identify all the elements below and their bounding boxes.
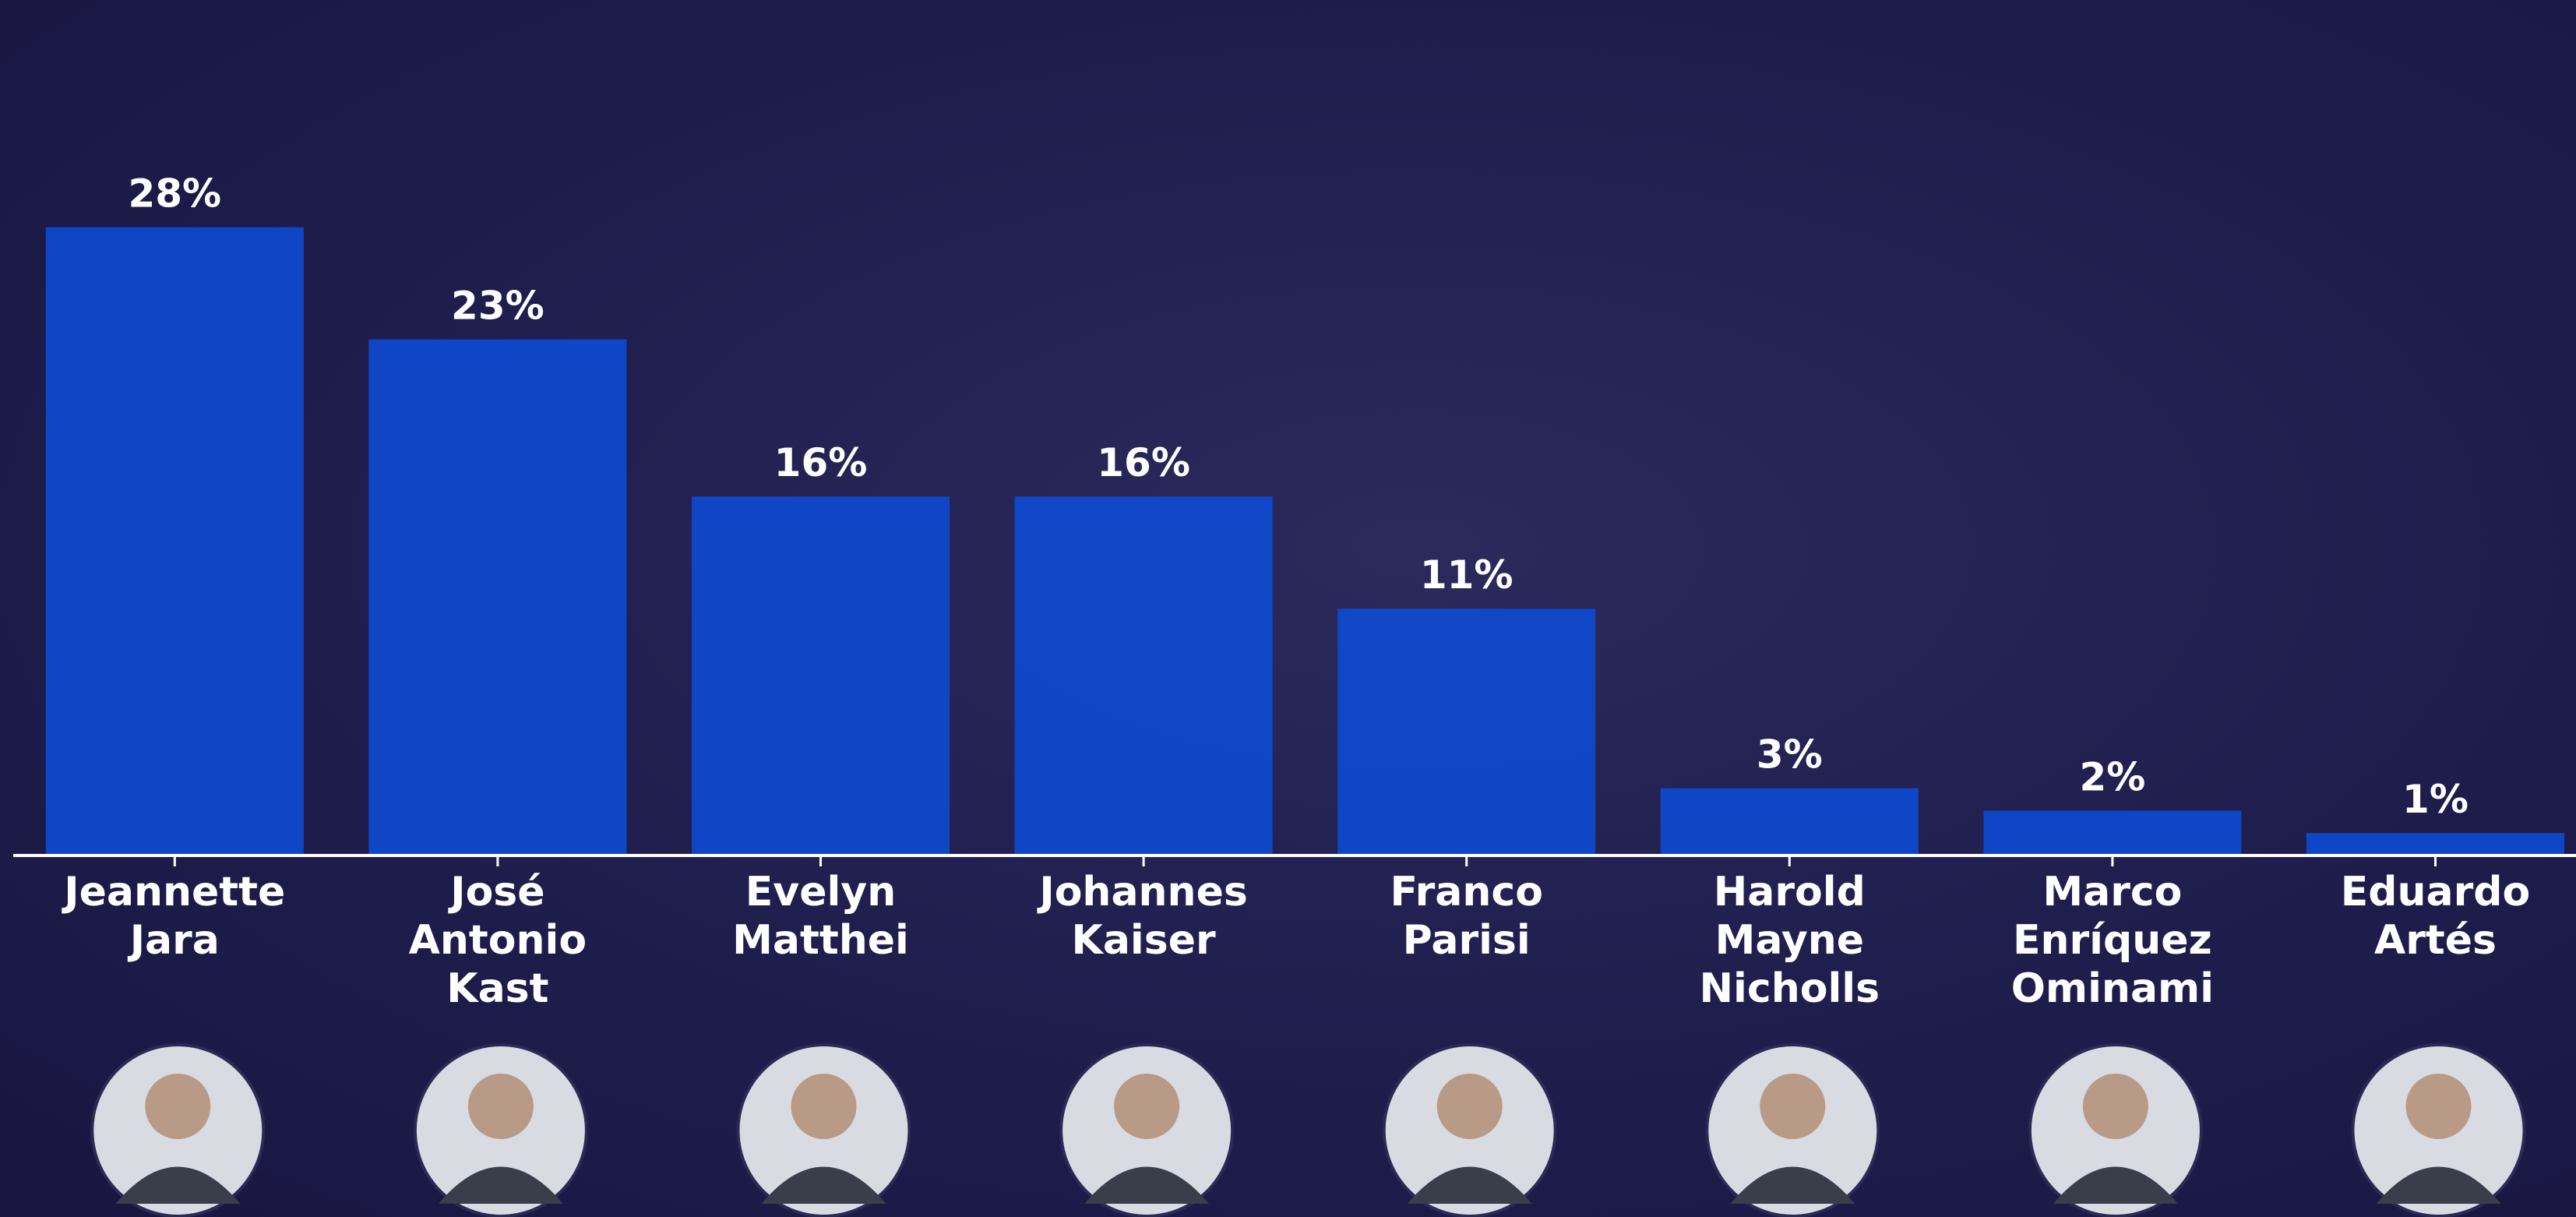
bar — [1014, 496, 1273, 855]
photo-head — [791, 1074, 857, 1139]
value-label: 16% — [1097, 440, 1190, 485]
x-tick-label: Eduardo Artés — [2340, 869, 2531, 964]
value-label: 3% — [1757, 732, 1823, 778]
x-tick-label: Johannes Kaiser — [1039, 869, 1248, 964]
photo-shoulders — [438, 1166, 563, 1204]
photo-shoulders — [2376, 1166, 2501, 1204]
bar — [368, 339, 627, 856]
bar — [692, 496, 950, 855]
bar — [2306, 833, 2564, 855]
bar — [1337, 608, 1596, 855]
photo-head — [145, 1074, 211, 1139]
photo-shoulders — [1407, 1166, 1532, 1204]
photo-shoulders — [761, 1166, 886, 1204]
photo-shoulders — [1730, 1166, 1855, 1204]
photo-shoulders — [1084, 1166, 1210, 1204]
photo-head — [467, 1074, 534, 1139]
photo-shoulders — [115, 1166, 241, 1204]
x-tick-label: Harold Mayne Nicholls — [1699, 869, 1880, 1012]
photo-head — [1114, 1074, 1180, 1139]
value-label: 28% — [128, 171, 221, 217]
value-label: 16% — [774, 440, 868, 485]
x-tick-label: Evelyn Matthei — [732, 869, 909, 964]
photo-shoulders — [2053, 1166, 2178, 1204]
bar — [1660, 788, 1919, 855]
bar — [1983, 810, 2242, 855]
x-tick-label: Marco Enríquez Ominami — [2010, 869, 2215, 1012]
value-label: 2% — [2079, 754, 2145, 799]
x-tick-label: José Antonio Kast — [408, 869, 587, 1012]
x-tick-label: Jeannette Jara — [64, 869, 286, 964]
bar — [45, 227, 304, 856]
photo-head — [1436, 1074, 1503, 1139]
x-tick-label: Franco Parisi — [1390, 869, 1543, 964]
value-label: 1% — [2402, 777, 2469, 822]
value-label: 11% — [1420, 552, 1514, 598]
photo-head — [1760, 1074, 1826, 1139]
photo-head — [2082, 1074, 2148, 1139]
value-label: 23% — [451, 284, 544, 329]
photo-head — [2405, 1074, 2472, 1139]
